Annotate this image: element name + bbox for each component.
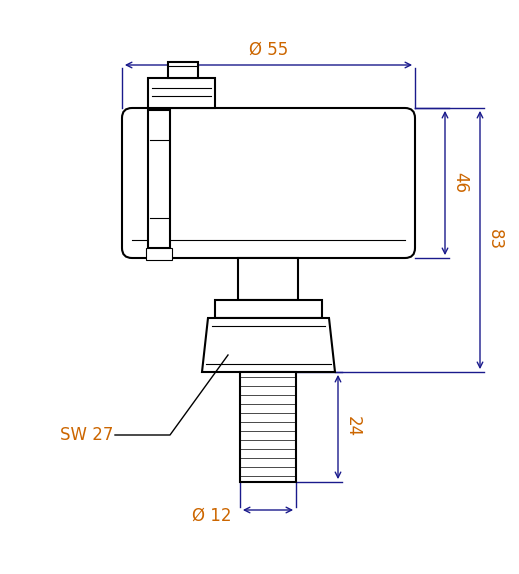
FancyBboxPatch shape xyxy=(122,108,415,258)
Text: 24: 24 xyxy=(344,417,362,437)
Bar xyxy=(146,248,172,260)
Bar xyxy=(240,372,296,482)
Text: 46: 46 xyxy=(451,173,469,193)
Bar xyxy=(168,62,198,78)
Bar xyxy=(215,300,322,318)
Text: Ø 55: Ø 55 xyxy=(249,41,288,59)
Text: Ø 12: Ø 12 xyxy=(193,507,232,525)
Bar xyxy=(148,78,215,108)
Text: 83: 83 xyxy=(486,230,504,251)
Polygon shape xyxy=(202,318,335,372)
Text: SW 27: SW 27 xyxy=(60,426,113,444)
Bar xyxy=(148,110,170,248)
Bar xyxy=(238,258,298,300)
